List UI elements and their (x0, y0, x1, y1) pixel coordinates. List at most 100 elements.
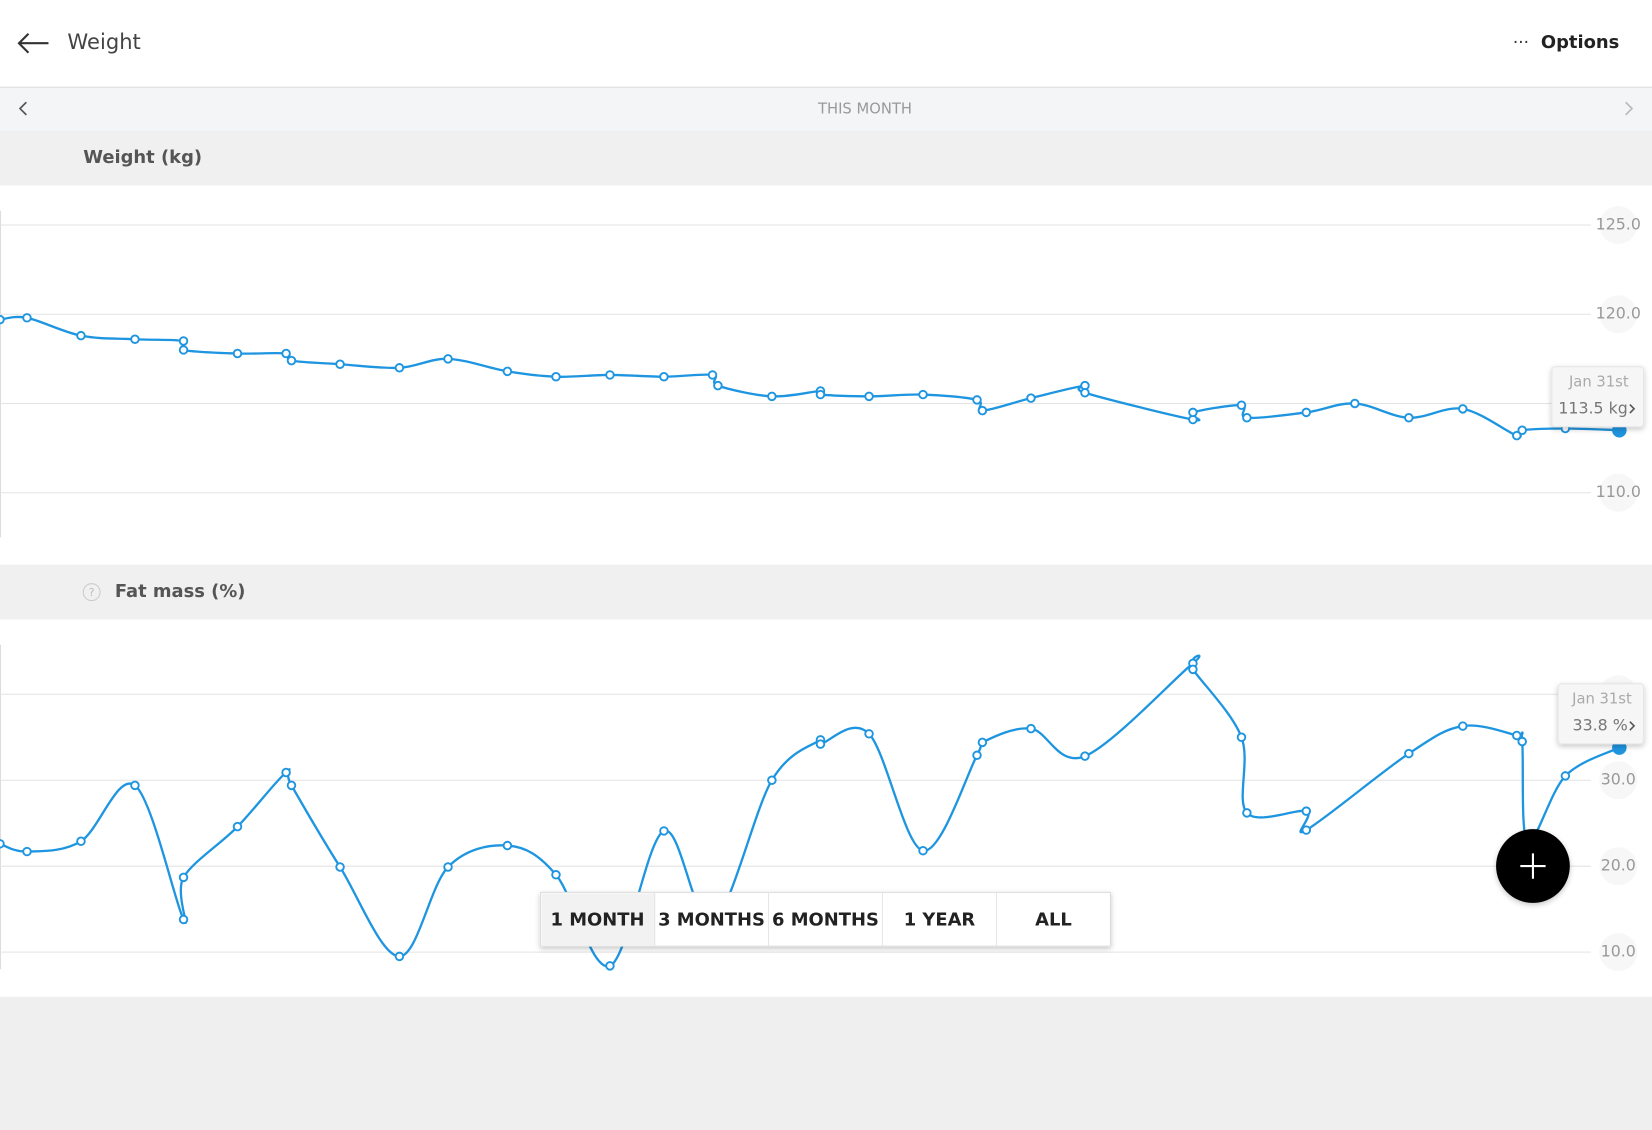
data-point[interactable] (502, 366, 513, 377)
data-point[interactable] (22, 313, 32, 323)
data-point[interactable] (713, 380, 723, 391)
tooltip[interactable] (1551, 366, 1645, 428)
data-point[interactable] (1560, 771, 1571, 781)
data-point[interactable] (1301, 806, 1312, 816)
tooltip-value: 113.5 kg (1558, 398, 1627, 417)
data-point[interactable] (1404, 748, 1414, 759)
data-point[interactable] (659, 371, 669, 382)
data-point[interactable] (918, 389, 928, 400)
data-point[interactable] (1404, 413, 1414, 423)
data-point[interactable] (815, 389, 826, 400)
range-button[interactable]: 1 YEAR (904, 909, 976, 930)
y-tick-label: 110.0 (1596, 482, 1641, 501)
data-point[interactable] (864, 729, 874, 739)
data-point[interactable] (130, 334, 140, 344)
data-point[interactable] (286, 780, 297, 791)
section-header (0, 564, 1652, 620)
data-point[interactable] (707, 370, 718, 380)
data-point[interactable] (232, 348, 243, 359)
data-point[interactable] (281, 348, 291, 359)
data-point[interactable] (130, 780, 140, 791)
data-point[interactable] (0, 839, 5, 849)
data-point[interactable] (1512, 430, 1522, 441)
data-point[interactable] (1242, 413, 1252, 423)
data-point[interactable] (1301, 825, 1312, 835)
data-point[interactable] (1026, 723, 1036, 734)
tooltip-date: Jan 31st (1568, 373, 1629, 390)
data-point[interactable] (76, 330, 86, 341)
prev-period[interactable] (18, 101, 27, 116)
y-tick-label: 30.0 (1601, 770, 1636, 789)
data-point[interactable] (977, 737, 988, 748)
section-title: Weight (kg) (83, 147, 202, 168)
data-point[interactable] (977, 405, 988, 416)
data-point[interactable] (443, 354, 453, 364)
data-point[interactable] (1236, 400, 1247, 411)
data-point[interactable] (815, 739, 826, 749)
data-point[interactable] (0, 314, 5, 325)
help-icon-glyph: ? (89, 587, 95, 599)
data-point[interactable] (286, 355, 297, 366)
period-bar (0, 87, 1652, 131)
page-title: Weight (67, 29, 140, 54)
data-point[interactable] (394, 951, 405, 962)
data-point[interactable] (767, 775, 777, 785)
tick-badge (1599, 473, 1638, 512)
data-point[interactable] (1517, 736, 1527, 747)
data-point[interactable] (22, 846, 32, 857)
data-point[interactable] (551, 870, 561, 880)
range-button[interactable]: 3 MONTHS (658, 909, 765, 930)
options-button[interactable]: Options (1541, 32, 1619, 53)
overlay: Jan 31st 113.5 kg Jan 31st 33.8 % 1 MONTH 3 M… (539, 366, 1645, 947)
data-point[interactable] (1236, 732, 1247, 742)
options-dots[interactable]: ··· (1513, 32, 1529, 52)
data-point[interactable] (178, 872, 189, 883)
data-point[interactable] (1188, 407, 1198, 418)
data-point[interactable] (1080, 751, 1090, 761)
data-point[interactable] (178, 336, 189, 346)
data-point[interactable] (178, 345, 189, 355)
data-point[interactable] (335, 862, 345, 872)
section-header (0, 131, 1652, 186)
data-point[interactable] (502, 840, 513, 851)
data-point[interactable] (232, 821, 243, 832)
range-button[interactable]: 6 MONTHS (772, 909, 879, 930)
data-point[interactable] (659, 826, 669, 836)
data-point[interactable] (767, 391, 777, 402)
help-icon[interactable] (82, 583, 101, 602)
data-point[interactable] (394, 363, 405, 373)
range-button[interactable]: ALL (1035, 909, 1072, 930)
data-point[interactable] (972, 395, 982, 405)
back-button[interactable] (17, 32, 49, 54)
data-point[interactable] (1188, 664, 1198, 675)
data-point[interactable] (972, 750, 982, 761)
data-point[interactable] (1080, 388, 1090, 398)
data-point[interactable] (551, 371, 561, 382)
y-tick-label: 120.0 (1596, 304, 1641, 323)
data-point[interactable] (1026, 393, 1036, 403)
data-point[interactable] (443, 862, 453, 872)
data-point[interactable] (1350, 398, 1360, 409)
data-point[interactable] (1517, 425, 1527, 436)
range-button[interactable]: 1 MONTH (551, 909, 645, 930)
add-icon (1520, 853, 1546, 879)
tick-badge (1599, 933, 1638, 972)
data-point[interactable] (1512, 730, 1522, 741)
data-point[interactable] (864, 391, 874, 402)
data-point[interactable] (1242, 808, 1252, 818)
next-period[interactable] (1625, 101, 1634, 116)
data-point[interactable] (335, 359, 345, 369)
data-point[interactable] (605, 370, 615, 380)
data-point[interactable] (1301, 407, 1312, 418)
section-title: Fat mass (%) (115, 581, 246, 602)
data-point[interactable] (1458, 721, 1468, 731)
data-point[interactable] (178, 914, 189, 925)
tooltip-chevron (1629, 721, 1636, 731)
data-point[interactable] (76, 836, 86, 846)
data-point[interactable] (605, 961, 615, 971)
data-point[interactable] (1458, 404, 1468, 414)
data-point[interactable] (281, 767, 291, 778)
tooltip[interactable] (1557, 683, 1645, 745)
data-point[interactable] (918, 845, 928, 856)
